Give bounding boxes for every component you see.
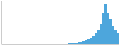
bar bbox=[80, 42, 82, 44]
bar bbox=[19, 43, 21, 44]
bar bbox=[4, 43, 6, 44]
bar bbox=[78, 42, 80, 44]
bars bbox=[2, 4, 119, 44]
bar bbox=[97, 30, 99, 44]
x-axis-line bbox=[2, 44, 120, 45]
chart-svg bbox=[0, 0, 120, 45]
bar bbox=[2, 43, 4, 44]
bar bbox=[14, 43, 16, 44]
bar bbox=[104, 4, 106, 44]
bar bbox=[56, 43, 58, 44]
bar bbox=[117, 33, 119, 44]
bar bbox=[63, 43, 65, 44]
bar bbox=[7, 43, 9, 44]
bar bbox=[114, 30, 116, 44]
y-axis-line bbox=[1, 1, 2, 44]
bar bbox=[39, 43, 41, 44]
bar bbox=[29, 43, 31, 44]
bar bbox=[12, 43, 14, 44]
bar bbox=[41, 43, 43, 44]
bar bbox=[100, 24, 102, 44]
bar bbox=[17, 43, 19, 44]
bar bbox=[75, 43, 77, 44]
bar bbox=[87, 39, 89, 44]
bar bbox=[90, 38, 92, 44]
bar bbox=[48, 43, 50, 44]
bar bbox=[53, 43, 55, 44]
chart-container bbox=[0, 0, 120, 45]
bar bbox=[43, 43, 45, 44]
bar bbox=[24, 43, 26, 44]
bar bbox=[51, 43, 53, 44]
bar bbox=[26, 43, 28, 44]
bar bbox=[46, 43, 48, 44]
bar bbox=[102, 13, 104, 44]
bar bbox=[112, 26, 114, 44]
bar bbox=[58, 43, 60, 44]
bar bbox=[92, 36, 94, 44]
bar bbox=[9, 43, 11, 44]
bar bbox=[22, 43, 24, 44]
bar bbox=[109, 19, 111, 44]
bar bbox=[73, 43, 75, 44]
bar bbox=[65, 43, 67, 44]
bar bbox=[95, 33, 97, 44]
bar bbox=[31, 43, 33, 44]
bar bbox=[68, 43, 70, 44]
bar bbox=[107, 13, 109, 44]
bar bbox=[34, 43, 36, 44]
bar bbox=[82, 41, 84, 44]
bar bbox=[61, 43, 63, 44]
bar bbox=[70, 43, 72, 44]
bar bbox=[36, 43, 38, 44]
bar bbox=[85, 40, 87, 44]
